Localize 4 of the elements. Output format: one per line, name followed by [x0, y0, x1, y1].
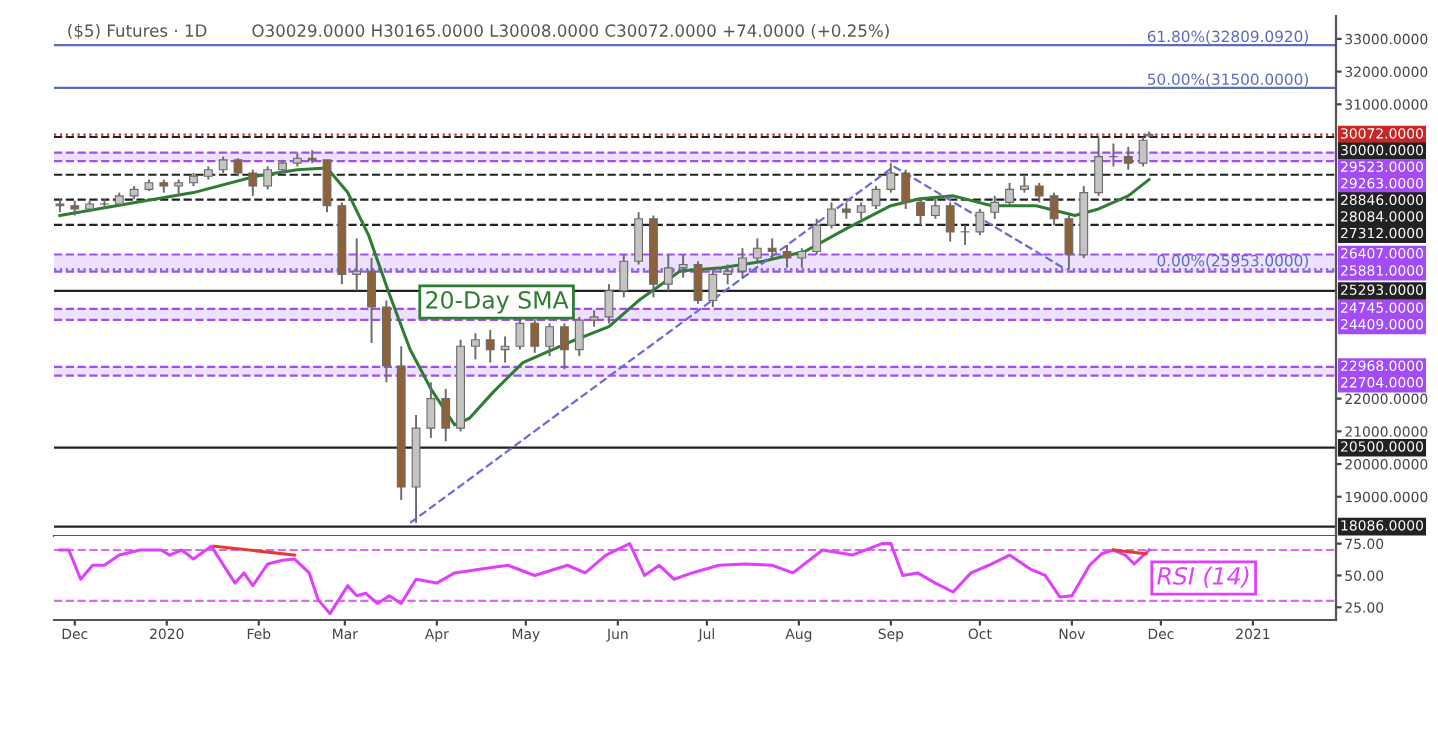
series-label: RSI (14)	[1157, 566, 1249, 588]
chart-subtitle: O30029.0000 H30165.0000 L30008.0000 C30072.0000 +74.0000 (+0.25%)	[252, 24, 889, 39]
series-label: 20-Day SMA	[426, 290, 569, 314]
chart-title: ($5) Futures · 1D	[68, 24, 207, 40]
